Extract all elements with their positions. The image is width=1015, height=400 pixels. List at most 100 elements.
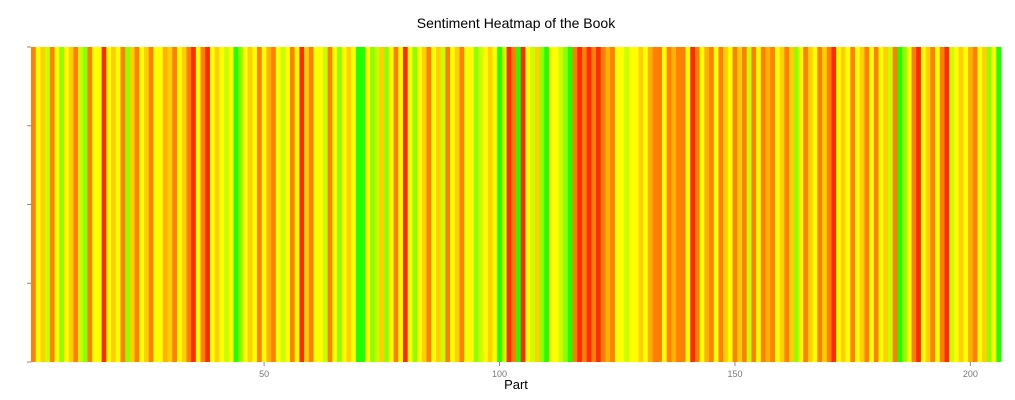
heatmap-cell-part-140 bbox=[685, 47, 691, 362]
heatmap-cell-part-99 bbox=[492, 47, 498, 362]
heatmap-cell-part-102 bbox=[506, 47, 512, 362]
heatmap-cell-part-108 bbox=[534, 47, 540, 362]
heatmap-cell-part-184 bbox=[892, 47, 898, 362]
heatmap-cell-part-24 bbox=[139, 47, 145, 362]
heatmap-cell-part-175 bbox=[850, 47, 856, 362]
heatmap-cell-part-165 bbox=[803, 47, 809, 362]
heatmap-cell-part-97 bbox=[483, 47, 489, 362]
heatmap-cell-part-88 bbox=[440, 47, 446, 362]
heatmap-cell-part-168 bbox=[817, 47, 823, 362]
heatmap-cell-part-103 bbox=[511, 47, 517, 362]
heatmap-cell-part-63 bbox=[322, 47, 328, 362]
heatmap-cell-part-200 bbox=[968, 47, 974, 362]
heatmap-cell-part-202 bbox=[977, 47, 983, 362]
heatmap-cell-part-206 bbox=[996, 47, 1002, 362]
heatmap-cell-part-159 bbox=[774, 47, 780, 362]
heatmap-cell-part-132 bbox=[647, 47, 653, 362]
heatmap-cell-part-197 bbox=[953, 47, 959, 362]
heatmap-cell-part-6 bbox=[54, 47, 60, 362]
heatmap-cell-part-105 bbox=[520, 47, 526, 362]
heatmap-cell-part-1 bbox=[31, 47, 37, 362]
heatmap-cell-part-40 bbox=[214, 47, 220, 362]
heatmap-cell-part-26 bbox=[148, 47, 154, 362]
heatmap-cell-part-152 bbox=[742, 47, 748, 362]
heatmap-cell-part-158 bbox=[770, 47, 776, 362]
heatmap-cell-part-38 bbox=[205, 47, 211, 362]
heatmap-cell-part-185 bbox=[897, 47, 903, 362]
heatmap-cell-part-89 bbox=[445, 47, 451, 362]
heatmap-cell-part-14 bbox=[92, 47, 98, 362]
heatmap-cell-part-11 bbox=[78, 47, 84, 362]
heatmap-cell-part-156 bbox=[760, 47, 766, 362]
heatmap-cell-part-127 bbox=[624, 47, 630, 362]
heatmap-cell-part-96 bbox=[478, 47, 484, 362]
heatmap-cell-part-154 bbox=[751, 47, 757, 362]
heatmap-cell-part-153 bbox=[746, 47, 752, 362]
heatmap-cell-part-118 bbox=[581, 47, 587, 362]
heatmap-cell-part-77 bbox=[388, 47, 394, 362]
heatmap-cell-part-130 bbox=[638, 47, 644, 362]
heatmap-cell-part-72 bbox=[365, 47, 371, 362]
heatmap-cell-part-186 bbox=[902, 47, 908, 362]
heatmap-cell-part-91 bbox=[454, 47, 460, 362]
heatmap-cell-part-101 bbox=[501, 47, 507, 362]
heatmap-cell-part-106 bbox=[525, 47, 531, 362]
heatmap-cell-part-64 bbox=[327, 47, 333, 362]
heatmap-cell-part-4 bbox=[45, 47, 51, 362]
heatmap-cell-part-86 bbox=[431, 47, 437, 362]
heatmap-cell-part-94 bbox=[468, 47, 474, 362]
heatmap-cell-part-32 bbox=[176, 47, 182, 362]
heatmap-cell-part-67 bbox=[341, 47, 347, 362]
heatmap-cell-part-193 bbox=[935, 47, 941, 362]
heatmap-cell-part-65 bbox=[332, 47, 338, 362]
heatmap-cell-part-98 bbox=[487, 47, 493, 362]
x-axis-ticks: 50 100 150 200 bbox=[259, 362, 978, 379]
heatmap-cell-part-78 bbox=[393, 47, 399, 362]
heatmap-cell-part-142 bbox=[694, 47, 700, 362]
heatmap-cell-part-192 bbox=[930, 47, 936, 362]
heatmap-cell-part-198 bbox=[958, 47, 964, 362]
heatmap-cell-part-43 bbox=[228, 47, 234, 362]
heatmap-cell-part-167 bbox=[812, 47, 818, 362]
heatmap-cell-part-131 bbox=[643, 47, 649, 362]
heatmap-cell-part-107 bbox=[530, 47, 536, 362]
heatmap-cell-part-196 bbox=[949, 47, 955, 362]
heatmap-cell-part-117 bbox=[577, 47, 583, 362]
heatmap-cell-part-50 bbox=[261, 47, 267, 362]
heatmap-cell-part-137 bbox=[671, 47, 677, 362]
heatmap-cell-part-93 bbox=[464, 47, 470, 362]
x-tick-label-50: 50 bbox=[259, 369, 269, 379]
heatmap-cell-part-134 bbox=[657, 47, 663, 362]
heatmap-cell-part-188 bbox=[911, 47, 917, 362]
heatmap-cell-part-204 bbox=[986, 47, 992, 362]
heatmap-cell-part-57 bbox=[294, 47, 300, 362]
heatmap-cell-part-116 bbox=[572, 47, 578, 362]
heatmap-cell-part-84 bbox=[421, 47, 427, 362]
heatmap-cell-part-60 bbox=[308, 47, 314, 362]
heatmap-cell-part-195 bbox=[944, 47, 950, 362]
heatmap-cell-part-122 bbox=[600, 47, 606, 362]
heatmap-cell-part-143 bbox=[699, 47, 705, 362]
heatmap-cell-part-169 bbox=[822, 47, 828, 362]
heatmap-cell-part-61 bbox=[313, 47, 319, 362]
heatmap-cell-part-33 bbox=[181, 47, 187, 362]
heatmap-cell-part-126 bbox=[619, 47, 625, 362]
heatmap-cell-part-53 bbox=[275, 47, 281, 362]
heatmap-cell-part-68 bbox=[346, 47, 352, 362]
heatmap-cell-part-183 bbox=[887, 47, 893, 362]
heatmap-cell-part-49 bbox=[257, 47, 263, 362]
heatmap-cell-part-18 bbox=[111, 47, 117, 362]
heatmap-cell-part-30 bbox=[167, 47, 173, 362]
heatmap-cell-part-36 bbox=[195, 47, 201, 362]
heatmap-cell-part-52 bbox=[271, 47, 277, 362]
heatmap-cell-part-42 bbox=[224, 47, 230, 362]
heatmap-cell-part-150 bbox=[732, 47, 738, 362]
heatmap-cell-part-173 bbox=[840, 47, 846, 362]
heatmap-cell-part-151 bbox=[737, 47, 743, 362]
heatmap-cell-part-79 bbox=[398, 47, 404, 362]
heatmap-cell-part-172 bbox=[836, 47, 842, 362]
heatmap-cell-part-16 bbox=[101, 47, 107, 362]
heatmap-cell-part-147 bbox=[718, 47, 724, 362]
heatmap-cell-part-191 bbox=[925, 47, 931, 362]
